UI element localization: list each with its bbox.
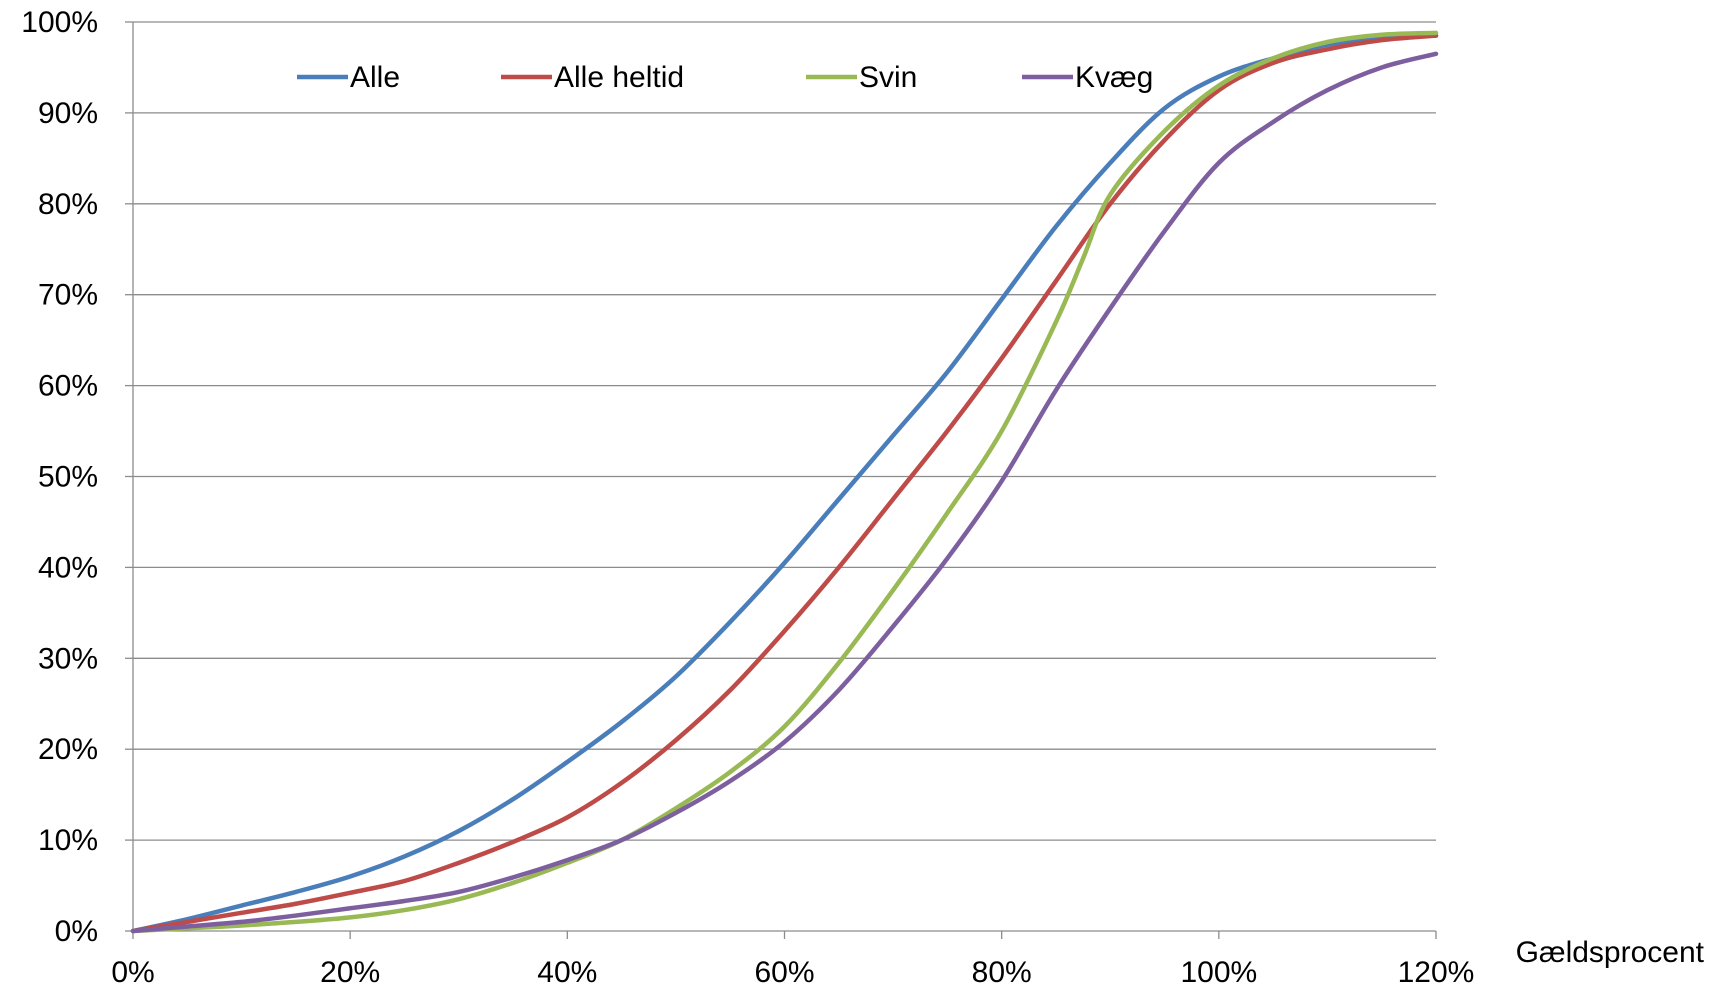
x-tick-label: 20% — [320, 956, 380, 989]
x-tick-label: 40% — [537, 956, 597, 989]
x-axis-title: Gældsprocent — [1516, 936, 1705, 969]
y-tick-label: 10% — [38, 824, 98, 857]
x-tick-label: 100% — [1180, 956, 1257, 989]
x-tick-label: 0% — [111, 956, 154, 989]
y-tick-label: 80% — [38, 188, 98, 221]
y-tick-label: 100% — [21, 6, 98, 39]
x-tick-label: 120% — [1398, 956, 1475, 989]
y-tick-label: 60% — [38, 370, 98, 403]
y-axis-tick-labels: 0% 10% 20% 30% 40% 50% 60% 70% 80% 90% 100% — [21, 6, 98, 948]
x-tick-label: 80% — [972, 956, 1032, 989]
x-tick-label: 60% — [754, 956, 814, 989]
y-tick-label: 50% — [38, 461, 98, 494]
legend-label: Kvæg — [1075, 61, 1153, 94]
y-tick-label: 0% — [55, 915, 98, 948]
legend: Alle Alle heltid Svin Kvæg — [297, 61, 1153, 94]
y-tick-label: 90% — [38, 97, 98, 130]
y-tick-label: 40% — [38, 551, 98, 584]
series-line-4 — [130, 51, 1439, 934]
legend-label: Svin — [859, 61, 917, 94]
series-line-3 — [130, 30, 1439, 934]
series-lines — [130, 30, 1439, 934]
axes — [125, 21, 1437, 939]
y-tick-label: 70% — [38, 279, 98, 312]
gridlines — [133, 21, 1436, 841]
series-line-2 — [130, 33, 1439, 934]
y-tick-label: 20% — [38, 733, 98, 766]
series-line-1 — [130, 33, 1439, 934]
legend-label: Alle heltid — [554, 61, 684, 94]
x-axis-tick-labels: 0% 20% 40% 60% 80% 100% 120% — [111, 956, 1474, 989]
legend-label: Alle — [350, 61, 400, 94]
y-tick-label: 30% — [38, 642, 98, 675]
